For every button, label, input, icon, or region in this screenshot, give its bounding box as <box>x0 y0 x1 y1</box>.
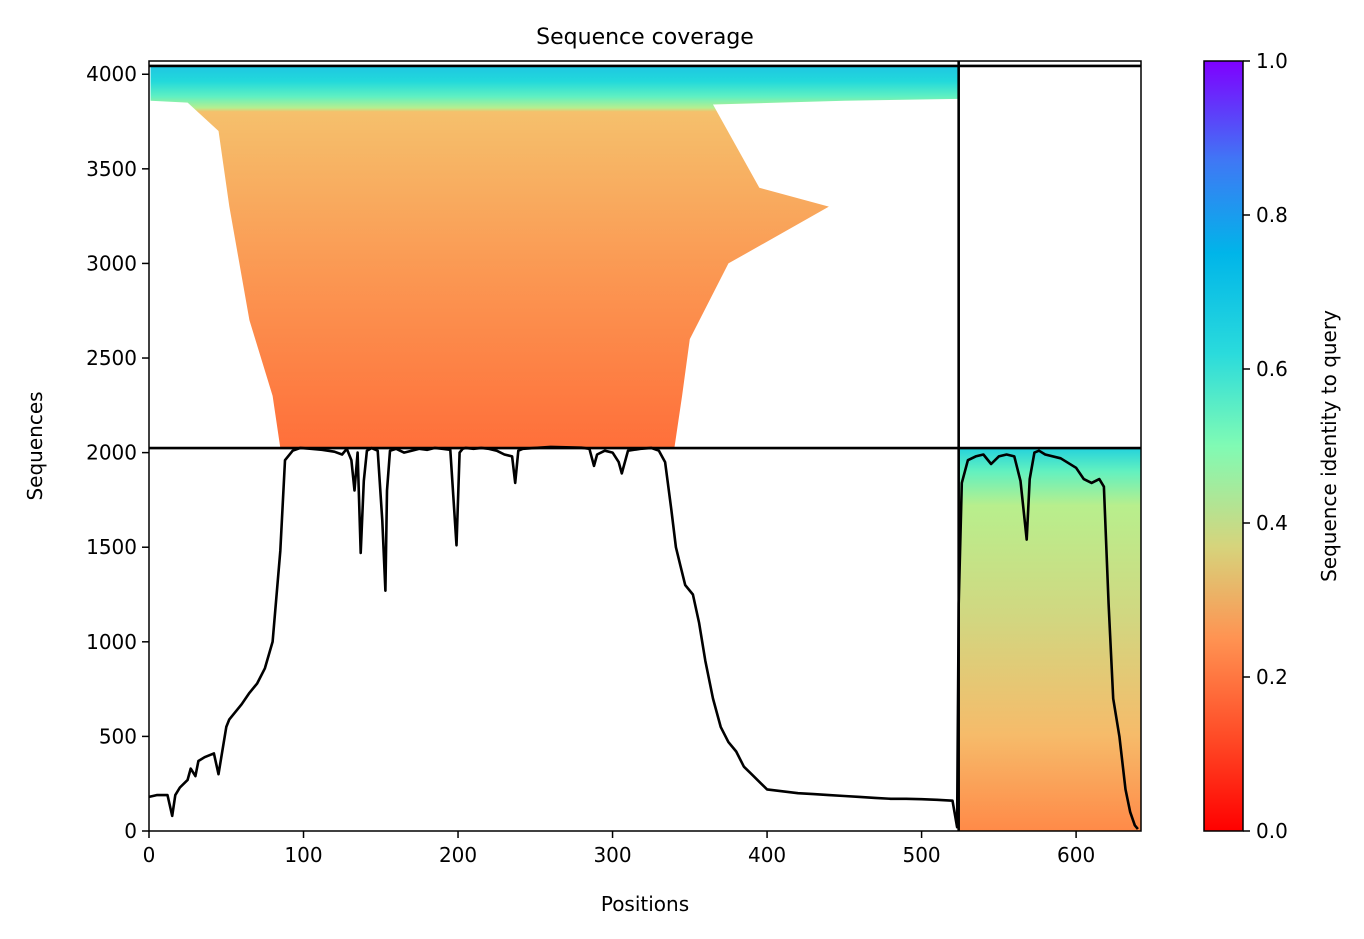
colorbar-tick-label: 0.8 <box>1256 203 1288 227</box>
colorbar-tick-label: 0.6 <box>1256 357 1288 381</box>
colorbar-tick-label: 1.0 <box>1256 49 1288 73</box>
y-tick-label: 3500 <box>86 157 137 181</box>
x-axis: 0 100 200 300 400 500 600 <box>143 831 1095 867</box>
y-tick-label: 1500 <box>86 535 137 559</box>
colorbar-gradient <box>1204 61 1243 831</box>
colorbar-tick-label: 0.2 <box>1256 665 1288 689</box>
x-axis-label: Positions <box>601 892 689 916</box>
y-axis-label: Sequences <box>23 391 47 500</box>
x-tick-label: 0 <box>143 843 156 867</box>
x-tick-label: 500 <box>902 843 940 867</box>
plot-area <box>148 60 1142 832</box>
colorbar-ticks: 0.0 0.2 0.4 0.6 0.8 1.0 <box>1243 49 1288 843</box>
colorbar: 0.0 0.2 0.4 0.6 0.8 1.0 Sequence identity to … <box>1203 49 1341 843</box>
x-tick-label: 100 <box>284 843 322 867</box>
y-tick-label: 1000 <box>86 630 137 654</box>
y-tick-label: 2000 <box>86 441 137 465</box>
y-tick-label: 3000 <box>86 251 137 275</box>
y-tick-label: 4000 <box>86 62 137 86</box>
y-tick-label: 500 <box>99 724 137 748</box>
coverage-region-chain-B <box>958 448 1141 831</box>
colorbar-label: Sequence identity to query <box>1317 310 1341 582</box>
colorbar-tick-label: 0.0 <box>1256 819 1288 843</box>
x-tick-label: 600 <box>1057 843 1095 867</box>
coverage-region-chain-A <box>150 65 959 449</box>
x-tick-label: 200 <box>439 843 477 867</box>
coverage-heatmap <box>150 65 1141 831</box>
y-tick-label: 2500 <box>86 346 137 370</box>
x-tick-label: 300 <box>593 843 631 867</box>
coverage-line <box>148 445 1139 830</box>
chart-title: Sequence coverage <box>536 25 754 50</box>
y-axis: 0 500 1000 1500 2000 2500 3000 3500 4000 <box>86 62 149 843</box>
x-tick-label: 400 <box>748 843 786 867</box>
plot-frame <box>148 60 1142 832</box>
coverage-block-chain-B <box>958 448 1141 831</box>
colorbar-frame <box>1203 60 1244 832</box>
coverage-block-chain-A <box>150 65 959 449</box>
y-tick-label: 0 <box>124 819 137 843</box>
colorbar-tick-label: 0.4 <box>1256 511 1288 535</box>
